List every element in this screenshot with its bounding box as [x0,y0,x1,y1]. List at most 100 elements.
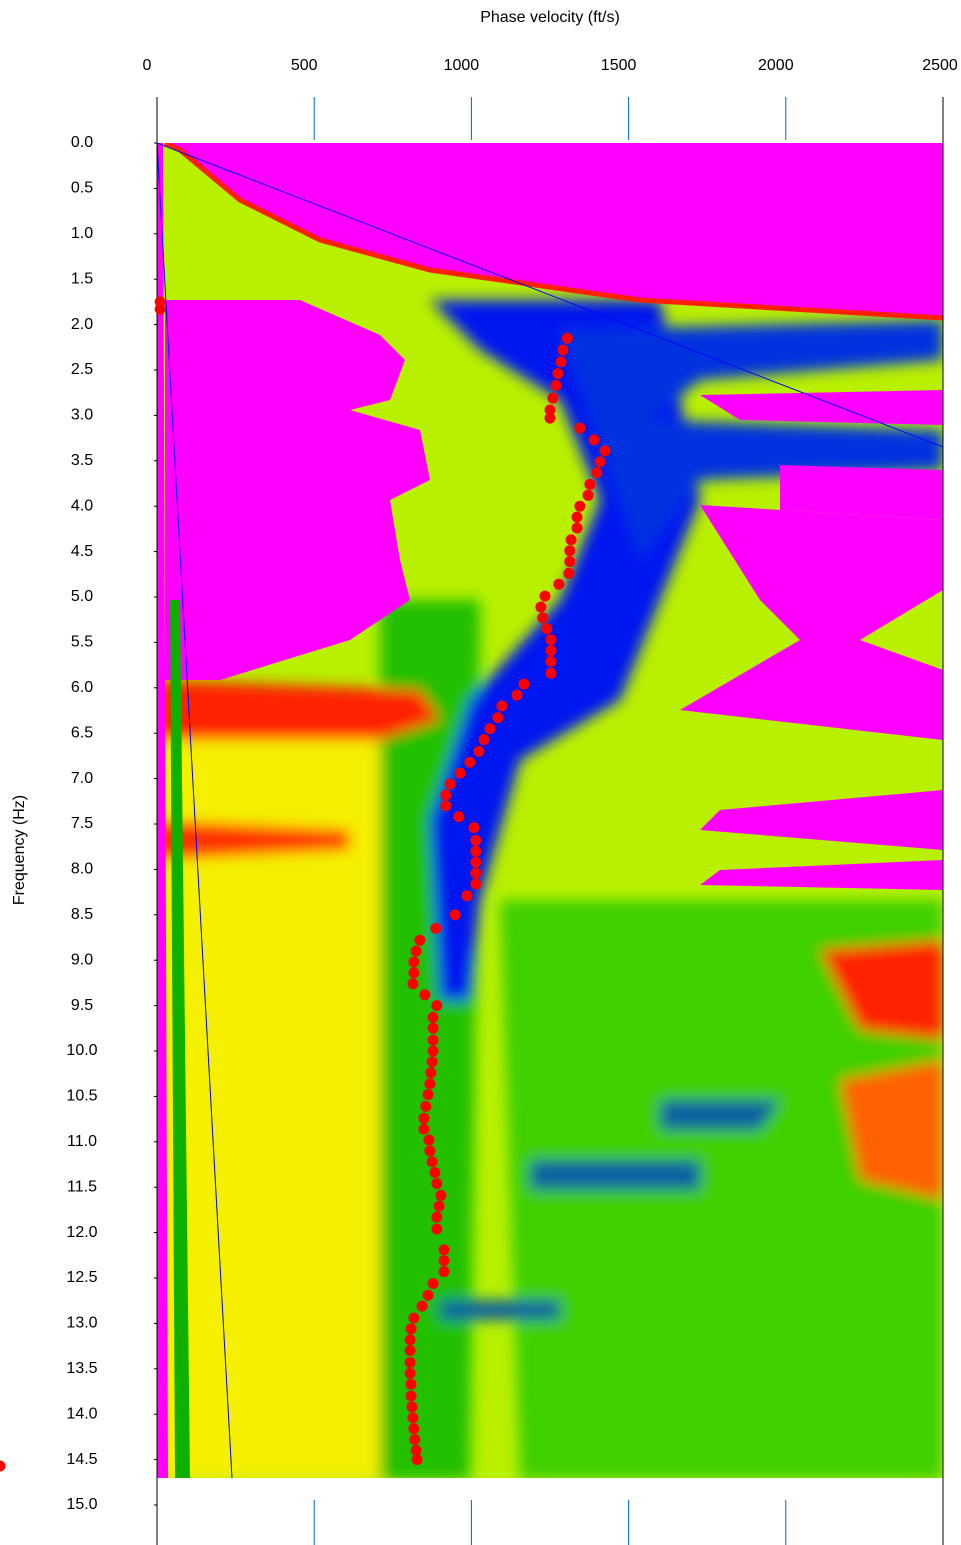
pick-point [408,956,420,968]
pick-point [408,1312,420,1324]
pick-point [416,1300,428,1312]
pick-point [404,1367,416,1379]
pick-point [449,909,461,921]
pick-point [470,878,482,890]
pick-point [478,734,490,746]
y-tick-label: 4.0 [71,497,93,514]
x-tick-label: 2000 [758,57,794,74]
y-tick-label: 6.0 [71,679,93,696]
pick-point [431,1223,443,1235]
pick-point [410,1445,422,1457]
pick-point [438,1266,450,1278]
pick-point [518,678,530,690]
pick-point [431,1000,443,1012]
pick-point [404,1345,416,1357]
dispersion-image [157,143,943,1478]
pick-point [563,567,575,579]
pick-point [473,745,485,757]
pick-point [422,1089,434,1101]
y-tick-label: 1.0 [71,225,93,242]
pick-point [409,1434,421,1446]
pick-point [511,689,523,701]
pick-point [574,422,586,434]
pick-point [544,404,556,416]
pick-point [411,1454,423,1466]
pick-point [550,379,562,391]
x-tick-label: 2500 [922,57,958,74]
pick-point [470,856,482,868]
x-tick-label: 500 [291,57,318,74]
pick-point [440,789,452,801]
pick-point [557,344,569,356]
pick-point [470,845,482,857]
pick-point [405,1378,417,1390]
pick-point [422,1289,434,1301]
pick-point [582,489,594,501]
pick-point [0,1460,6,1472]
pick-point [553,578,565,590]
pick-point [588,434,600,446]
pick-point [433,1200,445,1212]
pick-point [419,989,431,1001]
y-tick-label: 11.0 [67,1133,97,1150]
pick-point [410,945,422,957]
pick-point [425,1067,437,1079]
pick-point [406,1401,418,1413]
y-tick-label: 13.0 [66,1315,97,1332]
y-tick-label: 2.5 [71,361,93,378]
pick-point [418,1112,430,1124]
pick-point [492,712,504,724]
pick-point [564,545,576,557]
pick-point [408,1423,420,1435]
pick-point [429,1167,441,1179]
pick-point [427,1034,439,1046]
y-tick-label: 14.5 [66,1451,97,1468]
pick-point [552,368,564,380]
y-tick-label: 4.5 [71,543,93,560]
pick-point [599,445,611,457]
pick-point [427,1022,439,1034]
y-tick-label: 9.5 [71,997,93,1014]
pick-point [484,723,496,735]
pick-point [561,332,573,344]
pick-point [426,1056,438,1068]
x-axis-title: Phase velocity (ft/s) [480,9,620,26]
y-tick-label: 10.0 [66,1042,97,1059]
pick-point [461,890,473,902]
y-tick-label: 8.0 [71,861,93,878]
y-tick-label: 9.0 [71,951,93,968]
pick-point [424,1078,436,1090]
pick-point [547,392,559,404]
y-tick-label: 12.5 [66,1269,97,1286]
pick-point [470,867,482,879]
y-tick-label: 12.0 [66,1224,97,1241]
pick-point [464,756,476,768]
pick-point [541,623,553,635]
pick-point [591,467,603,479]
pick-point [535,601,547,613]
y-tick-label: 0.0 [71,134,93,151]
pick-point [571,511,583,523]
pick-point [405,1323,417,1335]
pick-point [454,767,466,779]
y-tick-label: 6.5 [71,724,93,741]
pick-point [407,978,419,990]
pick-point [404,1356,416,1368]
pick-point [426,1156,438,1168]
y-tick-label: 0.5 [71,180,93,197]
y-tick-label: 14.0 [66,1405,97,1422]
x-tick-label: 1500 [601,57,637,74]
y-tick-label: 3.5 [71,452,93,469]
pick-point [574,500,586,512]
pick-point [496,700,508,712]
pick-point [539,590,551,602]
pick-point [545,667,557,679]
y-tick-label: 1.5 [71,270,93,287]
y-tick-label: 5.5 [71,634,93,651]
y-tick-label: 7.0 [71,770,93,787]
y-tick-label: 13.5 [66,1360,97,1377]
pick-point [564,556,576,568]
pick-point [427,1011,439,1023]
pick-point [404,1334,416,1346]
